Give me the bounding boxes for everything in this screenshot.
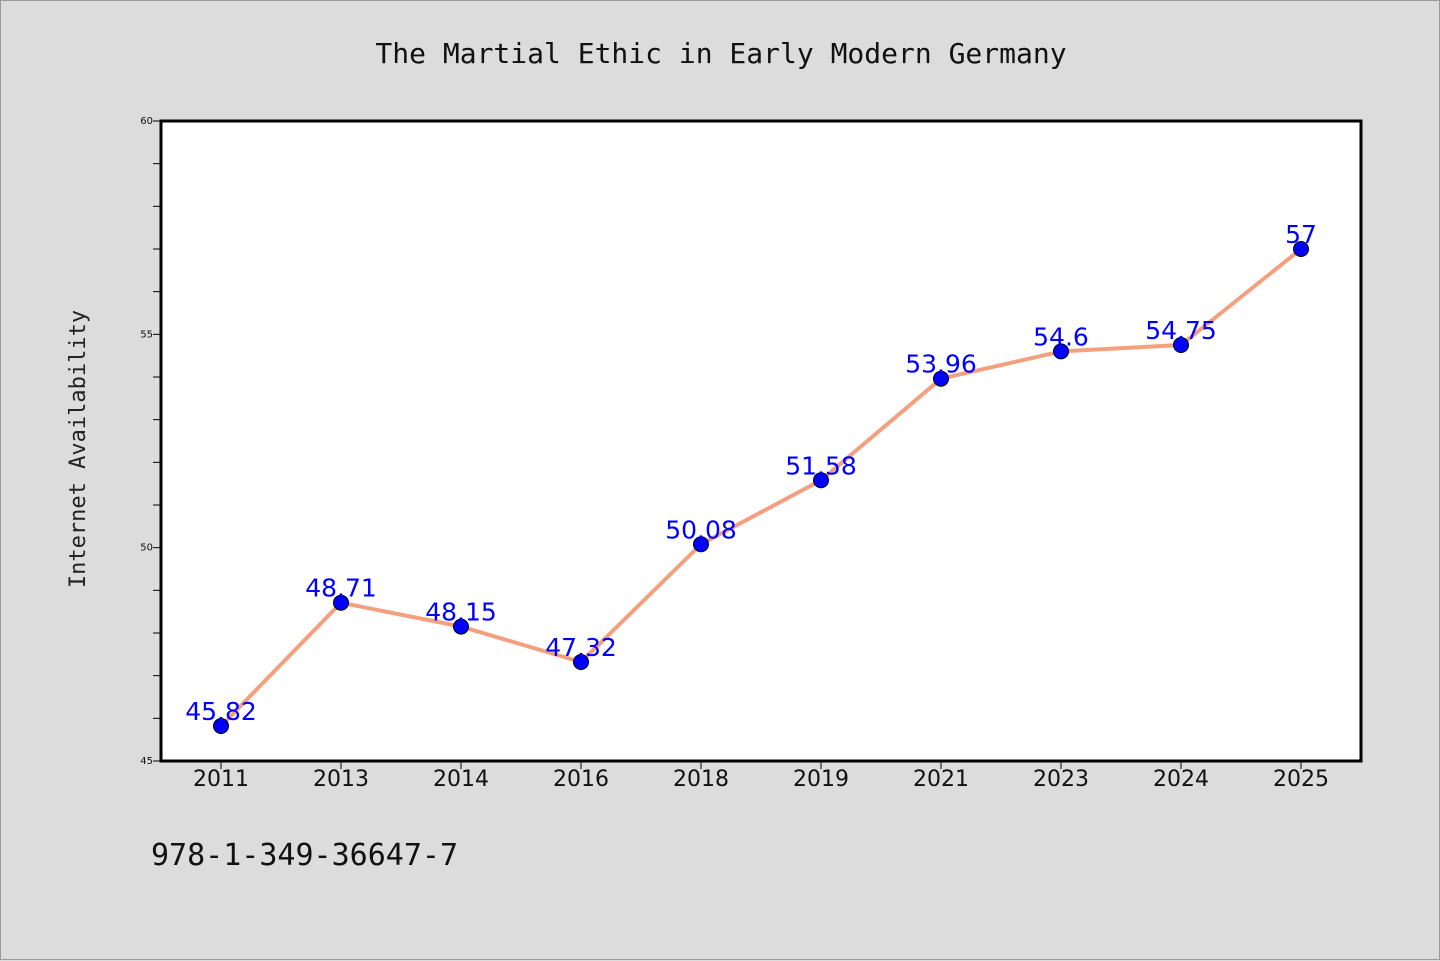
y-tick-label: 55 [140,329,153,340]
data-label: 54.75 [1145,316,1217,345]
plot-area [159,119,1363,763]
x-tick-label: 2023 [1033,767,1089,792]
x-tick-label: 2025 [1273,767,1329,792]
x-tick-label: 2018 [673,767,729,792]
x-tick-label: 2013 [313,767,369,792]
y-axis-label: Internet Availability [66,310,91,588]
data-label: 54.6 [1033,322,1089,351]
data-label: 48.15 [425,598,497,627]
x-tick-label: 2024 [1153,767,1209,792]
data-label: 50.08 [665,515,737,544]
data-label: 53.96 [905,350,977,379]
x-axis: 2011 2013 2014 2016 2018 2019 2021 2023 2024 2025 [193,761,1329,792]
data-point [333,594,349,611]
data-point [213,718,229,735]
chart-title: The Martial Ethic in Early Modern German… [375,37,1066,70]
data-label: 47.32 [545,633,617,662]
data-label: 45.82 [185,697,257,726]
series: 45.82 48.71 48.15 47.32 50.08 51.58 53.96 54.6 5… [185,220,1317,735]
x-tick-label: 2019 [793,767,849,792]
y-axis: 45 50 55 60 [140,116,161,767]
data-label: 51.58 [785,451,857,480]
data-point [1293,241,1309,257]
y-tick-label: 50 [140,543,153,554]
data-label: 57 [1285,220,1317,249]
x-tick-label: 2014 [433,767,489,792]
data-point [693,536,709,553]
data-point [933,370,949,387]
x-tick-label: 2021 [913,767,969,792]
x-tick-label: 2011 [193,767,249,792]
x-tick-label: 2016 [553,767,609,792]
data-point [573,654,589,671]
y-tick-label: 60 [140,116,153,127]
data-label: 48.71 [305,574,377,603]
data-point [813,472,829,489]
data-point [1173,337,1189,353]
data-point [453,618,469,635]
y-tick-label: 45 [140,756,153,767]
data-point [1053,343,1069,360]
series-line [219,247,1303,728]
isbn-text: 978-1-349-36647-7 [151,838,458,873]
